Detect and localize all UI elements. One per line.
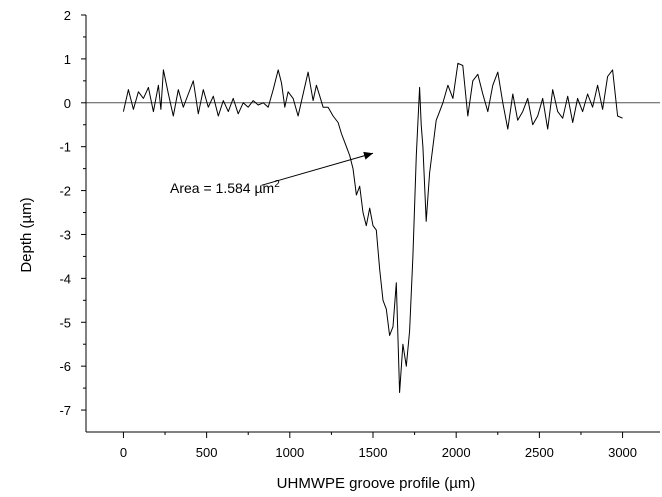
y-axis: 2 1 0 -1 -2 -3 -4 -5 -6 -7 [59,8,87,432]
y-tick-label: -5 [59,315,71,330]
y-tick-label: -4 [59,271,71,286]
y-tick-label: 2 [64,8,71,23]
y-tick-label: -7 [59,403,71,418]
x-axis: 0 500 1000 1500 2000 2500 3000 [86,431,660,460]
y-tick-label: 0 [64,96,71,111]
annotation-text: Area = 1.584 µm2 [170,179,280,196]
y-tick-label: -1 [59,140,71,155]
x-tick-label: 500 [196,445,218,460]
annotation-arrow-shaft [261,152,374,186]
x-tick-label: 1000 [275,445,304,460]
y-tick-label: 1 [64,52,71,67]
x-tick-label: 2500 [525,445,554,460]
x-tick-label: 2000 [442,445,471,460]
y-tick-label: -2 [59,184,71,199]
x-tick-label: 3000 [608,445,637,460]
series-line-0 [122,62,623,393]
x-axis-label: UHMWPE groove profile (µm) [277,475,476,492]
x-tick-label: 1500 [359,445,388,460]
area-annotation: Area = 1.584 µm2 [170,151,374,196]
y-tick-label: -6 [59,359,71,374]
y-axis-label: Depth (µm) [18,197,35,272]
annotation-arrow-head [363,151,373,160]
plot-area [86,62,660,393]
x-tick-label: 0 [120,445,127,460]
y-tick-label: -3 [59,227,71,242]
